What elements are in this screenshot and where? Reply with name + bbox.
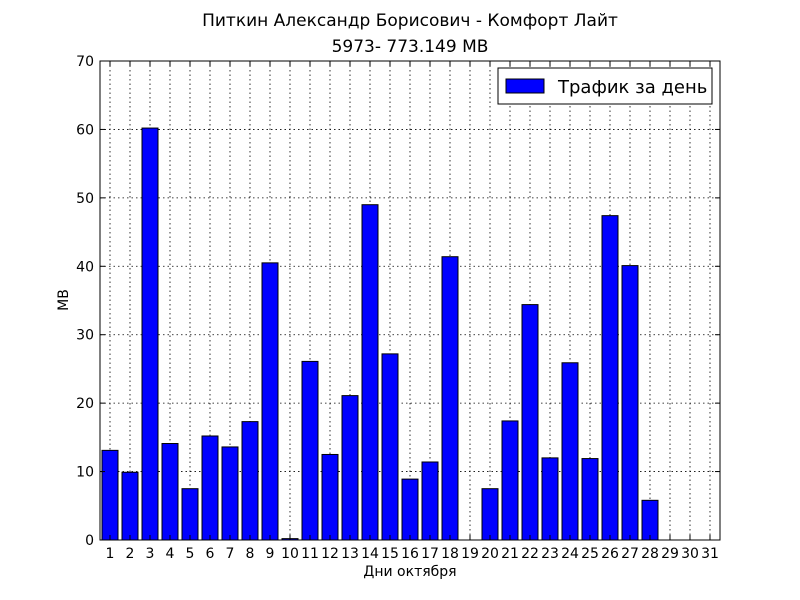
bar-day-28 (641, 499, 659, 541)
x-tick-label: 29 (661, 546, 679, 562)
bar-day-15 (381, 353, 399, 541)
bar-day-12 (321, 453, 339, 541)
x-tick-label: 27 (621, 546, 639, 562)
x-tick-label: 16 (401, 546, 419, 562)
x-tick-label: 31 (701, 546, 719, 562)
y-tick-label: 0 (85, 533, 94, 549)
bar-day-6 (201, 435, 219, 541)
axis-ticks (100, 60, 720, 541)
x-tick-label: 9 (266, 546, 275, 562)
bar-day-26 (601, 215, 619, 541)
x-tick-label: 12 (321, 546, 339, 562)
x-tick-label: 22 (521, 546, 539, 562)
bar-day-22 (521, 304, 539, 541)
y-tick-label: 10 (76, 465, 94, 481)
y-tick-label: 20 (76, 396, 94, 412)
x-tick-label: 21 (501, 546, 519, 562)
bars (101, 127, 659, 541)
x-tick-label: 14 (361, 546, 379, 562)
y-tick-labels: 0 10 20 30 40 50 60 70 (76, 54, 94, 549)
bar-day-14 (361, 204, 379, 541)
x-tick-label: 8 (246, 546, 255, 562)
bar-day-18 (441, 256, 459, 541)
x-tick-label: 18 (441, 546, 459, 562)
x-tick-label: 30 (681, 546, 699, 562)
bar-day-20 (481, 488, 499, 541)
y-axis-label: MB (56, 289, 72, 311)
x-tick-label: 20 (481, 546, 499, 562)
x-tick-label: 6 (206, 546, 215, 562)
x-tick-label: 7 (226, 546, 235, 562)
x-tick-label: 19 (461, 546, 479, 562)
x-axis-label: Дни октября (363, 564, 456, 580)
x-tick-label: 10 (281, 546, 299, 562)
bar-day-21 (501, 420, 519, 541)
y-tick-label: 60 (76, 122, 94, 138)
y-tick-label: 70 (76, 54, 94, 70)
x-tick-label: 25 (581, 546, 599, 562)
chart-subtitle: 5973- 773.149 MB (332, 37, 489, 57)
bar-day-23 (541, 457, 559, 541)
x-tick-label: 15 (381, 546, 399, 562)
bar-day-2 (121, 471, 139, 541)
x-tick-label: 26 (601, 546, 619, 562)
legend-label: Трафик за день (557, 77, 707, 98)
bar-day-25 (581, 458, 599, 541)
bar-day-1 (101, 449, 119, 541)
legend: Трафик за день (497, 67, 713, 105)
bar-day-27 (621, 265, 639, 541)
bar-day-17 (421, 461, 439, 541)
legend-swatch (505, 78, 545, 94)
x-tick-label: 23 (541, 546, 559, 562)
bar-day-9 (261, 262, 279, 541)
x-tick-label: 1 (106, 546, 115, 562)
y-tick-label: 40 (76, 259, 94, 275)
y-tick-label: 30 (76, 328, 94, 344)
x-tick-label: 3 (146, 546, 155, 562)
chart-title: Питкин Александр Борисович - Комфорт Лай… (202, 11, 618, 31)
x-tick-label: 5 (186, 546, 195, 562)
bar-day-3 (141, 127, 159, 541)
bar-day-8 (241, 421, 259, 541)
x-tick-label: 11 (301, 546, 319, 562)
x-tick-labels: 1 2 3 4 5 6 7 8 9 10 11 12 13 14 15 16 17 18 19 20 21 22 23 24 2… (106, 546, 719, 562)
x-tick-label: 24 (561, 546, 579, 562)
x-tick-label: 2 (126, 546, 135, 562)
x-tick-label: 4 (166, 546, 175, 562)
bar-day-7 (221, 446, 239, 541)
x-tick-label: 28 (641, 546, 659, 562)
x-tick-label: 17 (421, 546, 439, 562)
bar-day-13 (341, 395, 359, 541)
bar-day-24 (561, 362, 579, 541)
bar-day-16 (401, 478, 419, 541)
y-tick-label: 50 (76, 191, 94, 207)
bar-day-4 (161, 443, 179, 541)
bar-day-11 (301, 360, 319, 541)
bar-day-5 (181, 488, 199, 541)
x-tick-label: 13 (341, 546, 359, 562)
